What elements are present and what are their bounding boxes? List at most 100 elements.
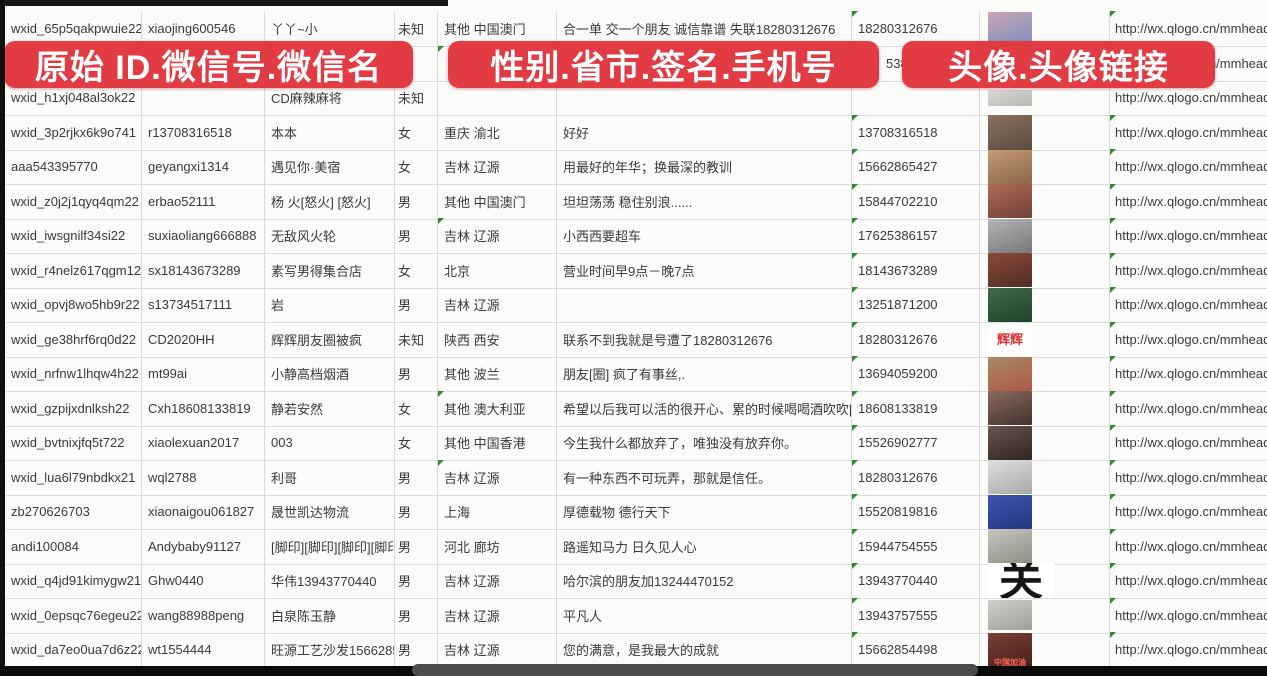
cell-gender[interactable] — [395, 45, 438, 81]
cell-region[interactable]: 其他 中国澳门 — [438, 11, 557, 46]
cell-avatar[interactable] — [980, 218, 1110, 253]
cell-wechat-id[interactable]: r13708316518 — [142, 114, 265, 150]
cell-wxid[interactable]: wxid_z0j2j1qyq4qm22 — [5, 183, 142, 219]
cell-wechat-id[interactable]: wt1554444 — [142, 632, 265, 667]
cell-nickname[interactable]: [脚印][脚印][脚印][脚印 — [265, 528, 395, 564]
cell-signature[interactable]: 好好 — [557, 114, 852, 150]
cell-avatar[interactable] — [980, 356, 1110, 391]
cell-signature[interactable]: 用最好的年华；换最深的教训 — [557, 149, 852, 184]
cell-nickname[interactable]: 素写男得集合店 — [265, 252, 395, 288]
cell-avatar-link[interactable]: http://wx.qlogo.cn/mmhead — [1110, 528, 1267, 564]
cell-phone[interactable]: 15662865427 — [852, 149, 980, 184]
cell-avatar[interactable] — [980, 390, 1110, 426]
cell-phone[interactable]: 13943770440 — [852, 563, 980, 598]
cell-wxid[interactable]: wxid_3p2rjkx6k9o741 — [5, 114, 142, 150]
cell-region[interactable]: 吉林 辽源 — [438, 287, 557, 322]
cell-wechat-id[interactable]: xiaojing600546 — [142, 11, 265, 46]
cell-avatar-link[interactable]: http://wx.qlogo.cn/mmhead — [1110, 114, 1267, 150]
cell-signature[interactable]: 路遥知马力 日久见人心 — [557, 528, 852, 564]
cell-region[interactable]: 上海 — [438, 494, 557, 529]
cell-phone[interactable]: 18280312676 — [852, 321, 980, 357]
cell-gender[interactable]: 女 — [395, 425, 438, 460]
cell-avatar[interactable] — [980, 528, 1110, 564]
cell-wxid[interactable]: wxid_ge38hrf6rq0d22 — [5, 321, 142, 357]
cell-wechat-id[interactable]: suxiaoliang666888 — [142, 218, 265, 253]
cell-avatar-link[interactable]: http://wx.qlogo.cn/mmhead — [1110, 390, 1267, 426]
cell-gender[interactable]: 男 — [395, 356, 438, 391]
cell-signature[interactable]: 平凡人 — [557, 597, 852, 633]
cell-gender[interactable]: 女 — [395, 390, 438, 426]
cell-signature[interactable]: 今生我什么都放弃了，唯独没有放弃你。 — [557, 425, 852, 460]
cell-nickname[interactable]: 华伟13943770440 — [265, 563, 395, 598]
cell-nickname[interactable]: 白泉陈玉静 — [265, 597, 395, 633]
cell-wechat-id[interactable]: Ghw0440 — [142, 563, 265, 598]
cell-region[interactable]: 吉林 辽源 — [438, 597, 557, 633]
cell-gender[interactable]: 女 — [395, 252, 438, 288]
cell-avatar[interactable]: 辉辉 — [980, 321, 1110, 357]
cell-wxid[interactable]: wxid_q4jd91kimygw21 — [5, 563, 142, 598]
cell-phone[interactable]: 15526902777 — [852, 425, 980, 460]
cell-avatar-link[interactable]: http://wx.qlogo.cn/mmhead — [1110, 425, 1267, 460]
cell-wechat-id[interactable]: Andybaby91127 — [142, 528, 265, 564]
cell-avatar-link[interactable]: http://wx.qlogo.cn/mmhead — [1110, 321, 1267, 357]
cell-phone[interactable] — [852, 80, 980, 115]
cell-region[interactable]: 北京 — [438, 252, 557, 288]
cell-gender[interactable]: 男 — [395, 287, 438, 322]
cell-signature[interactable]: 朋友[圈] 疯了有事丝,. — [557, 356, 852, 391]
cell-nickname[interactable]: 遇见你·美宿 — [265, 149, 395, 184]
cell-region[interactable]: 吉林 辽源 — [438, 459, 557, 495]
cell-wechat-id[interactable]: xiaonaigou061827 — [142, 494, 265, 529]
cell-region[interactable]: 吉林 辽源 — [438, 149, 557, 184]
cell-avatar[interactable] — [980, 459, 1110, 495]
cell-wechat-id[interactable]: erbao52111 — [142, 183, 265, 219]
cell-gender[interactable]: 男 — [395, 528, 438, 564]
cell-signature[interactable] — [557, 80, 852, 115]
cell-avatar-link[interactable]: http://wx.qlogo.cn/mmhead — [1110, 563, 1267, 598]
cell-region[interactable] — [438, 80, 557, 115]
cell-wxid[interactable]: wxid_r4nelz617qgm12 — [5, 252, 142, 288]
cell-gender[interactable]: 未知 — [395, 11, 438, 46]
cell-avatar-link[interactable]: http://wx.qlogo.cn/mmhead — [1110, 287, 1267, 322]
cell-wxid[interactable]: zb270626703 — [5, 494, 142, 529]
cell-nickname[interactable]: 丫丫~小 — [265, 11, 395, 46]
cell-wxid[interactable]: wxid_opvj8wo5hb9r22 — [5, 287, 142, 322]
cell-signature[interactable]: 坦坦荡荡 稳住别浪...... — [557, 183, 852, 219]
cell-wxid[interactable]: wxid_iwsgnilf34si22 — [5, 218, 142, 253]
cell-avatar[interactable] — [980, 597, 1110, 633]
cell-nickname[interactable]: 无敌风火轮 — [265, 218, 395, 253]
cell-avatar-link[interactable]: http://wx.qlogo.cn/mmhead — [1110, 494, 1267, 529]
cell-wechat-id[interactable]: geyangxi1314 — [142, 149, 265, 184]
cell-avatar[interactable]: 中国加油 — [980, 632, 1110, 667]
cell-wxid[interactable]: wxid_da7eo0ua7d6z22 — [5, 632, 142, 667]
cell-nickname[interactable]: 利哥 — [265, 459, 395, 495]
cell-phone[interactable]: 13694059200 — [852, 356, 980, 391]
cell-phone[interactable]: 18280312676 — [852, 459, 980, 495]
cell-region[interactable]: 陕西 西安 — [438, 321, 557, 357]
cell-phone[interactable]: 15520819816 — [852, 494, 980, 529]
cell-avatar-link[interactable]: http://wx.qlogo.cn/mmhead — [1110, 356, 1267, 391]
cell-gender[interactable]: 男 — [395, 218, 438, 253]
cell-avatar[interactable] — [980, 494, 1110, 529]
cell-wechat-id[interactable]: sx18143673289 — [142, 252, 265, 288]
cell-avatar-link[interactable]: http://wx.qlogo.cn/mmhead — [1110, 218, 1267, 253]
cell-phone[interactable]: 15944754555 — [852, 528, 980, 564]
cell-avatar-link[interactable]: http://wx.qlogo.cn/mmhead — [1110, 632, 1267, 667]
cell-nickname[interactable]: 本本 — [265, 114, 395, 150]
cell-region[interactable]: 其他 中国澳门 — [438, 183, 557, 219]
cell-avatar[interactable] — [980, 425, 1110, 460]
cell-signature[interactable]: 您的满意，是我最大的成就 — [557, 632, 852, 667]
cell-gender[interactable]: 男 — [395, 494, 438, 529]
cell-avatar-link[interactable]: http://wx.qlogo.cn/mmhead — [1110, 459, 1267, 495]
cell-gender[interactable]: 未知 — [395, 80, 438, 115]
cell-phone[interactable]: 13251871200 — [852, 287, 980, 322]
cell-region[interactable]: 其他 中国香港 — [438, 425, 557, 460]
cell-avatar[interactable] — [980, 183, 1110, 219]
cell-gender[interactable]: 未知 — [395, 321, 438, 357]
cell-phone[interactable]: 15662854498 — [852, 632, 980, 667]
cell-region[interactable]: 吉林 辽源 — [438, 218, 557, 253]
cell-avatar-link[interactable]: http://wx.qlogo.cn/mmhead — [1110, 252, 1267, 288]
cell-phone[interactable]: 15844702210 — [852, 183, 980, 219]
cell-signature[interactable]: 有一种东西不可玩弄，那就是信任。 — [557, 459, 852, 495]
cell-avatar[interactable] — [980, 80, 1110, 115]
cell-phone[interactable]: 18280312676 — [852, 11, 980, 46]
